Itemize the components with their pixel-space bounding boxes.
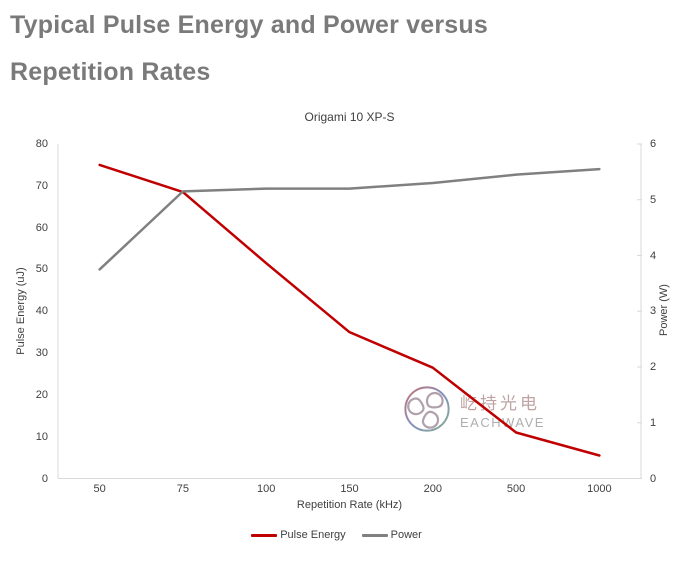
y-axis-right-title: Power (W) [658, 284, 670, 336]
legend-item-pulse-energy: Pulse Energy [251, 529, 346, 541]
x-tick-label: 500 [506, 483, 526, 495]
legend-label-pulse-energy: Pulse Energy [280, 529, 346, 541]
x-axis-title: Repetition Rate (kHz) [296, 499, 403, 511]
y-right-tick-label: 2 [650, 361, 657, 373]
y-left-tick-label: 50 [35, 263, 48, 276]
legend: Pulse Energy Power [0, 529, 673, 541]
y-right-tick-label: 3 [650, 305, 657, 318]
page-title: Typical Pulse Energy and Power versus Re… [10, 2, 488, 96]
legend-swatch-pulse-energy [251, 533, 278, 537]
y-left-tick-label: 30 [35, 347, 48, 360]
y-left-tick-label: 10 [35, 430, 48, 443]
page-title-line1: Typical Pulse Energy and Power versus [10, 11, 488, 39]
watermark-company-cn: 屹持光电 [460, 393, 540, 413]
x-tick-label: 1000 [587, 483, 612, 495]
y-left-tick-label: 60 [35, 221, 48, 234]
chart-title: Origami 10 XP-S [304, 110, 395, 124]
page-title-line2: Repetition Rates [10, 58, 211, 86]
x-tick-label: 100 [257, 483, 276, 495]
y-left-tick-label: 80 [35, 138, 48, 150]
eachwave-logo-icon [404, 386, 450, 432]
y-left-tick-label: 40 [35, 305, 48, 318]
legend-swatch-power [361, 533, 388, 537]
y-left-tick-label: 0 [41, 472, 48, 485]
y-right-tick-label: 0 [650, 472, 657, 485]
y-left-tick-label: 20 [35, 388, 48, 401]
y-left-tick-label: 70 [35, 179, 48, 192]
y-right-tick-label: 4 [650, 249, 657, 262]
x-tick-label: 50 [93, 483, 106, 495]
x-tick-label: 150 [340, 483, 359, 495]
y-right-tick-label: 1 [650, 416, 657, 429]
legend-label-power: Power [390, 529, 422, 541]
series-line-pulse-energy [98, 163, 601, 457]
y-axis-left-title: Pulse Energy (uJ) [15, 267, 27, 355]
series-line-power [98, 167, 601, 271]
x-tick-label: 75 [176, 483, 190, 495]
y-right-tick-label: 6 [650, 138, 657, 150]
legend-item-power: Power [361, 529, 422, 541]
x-tick-label: 200 [423, 483, 442, 495]
y-right-tick-label: 5 [650, 193, 657, 206]
